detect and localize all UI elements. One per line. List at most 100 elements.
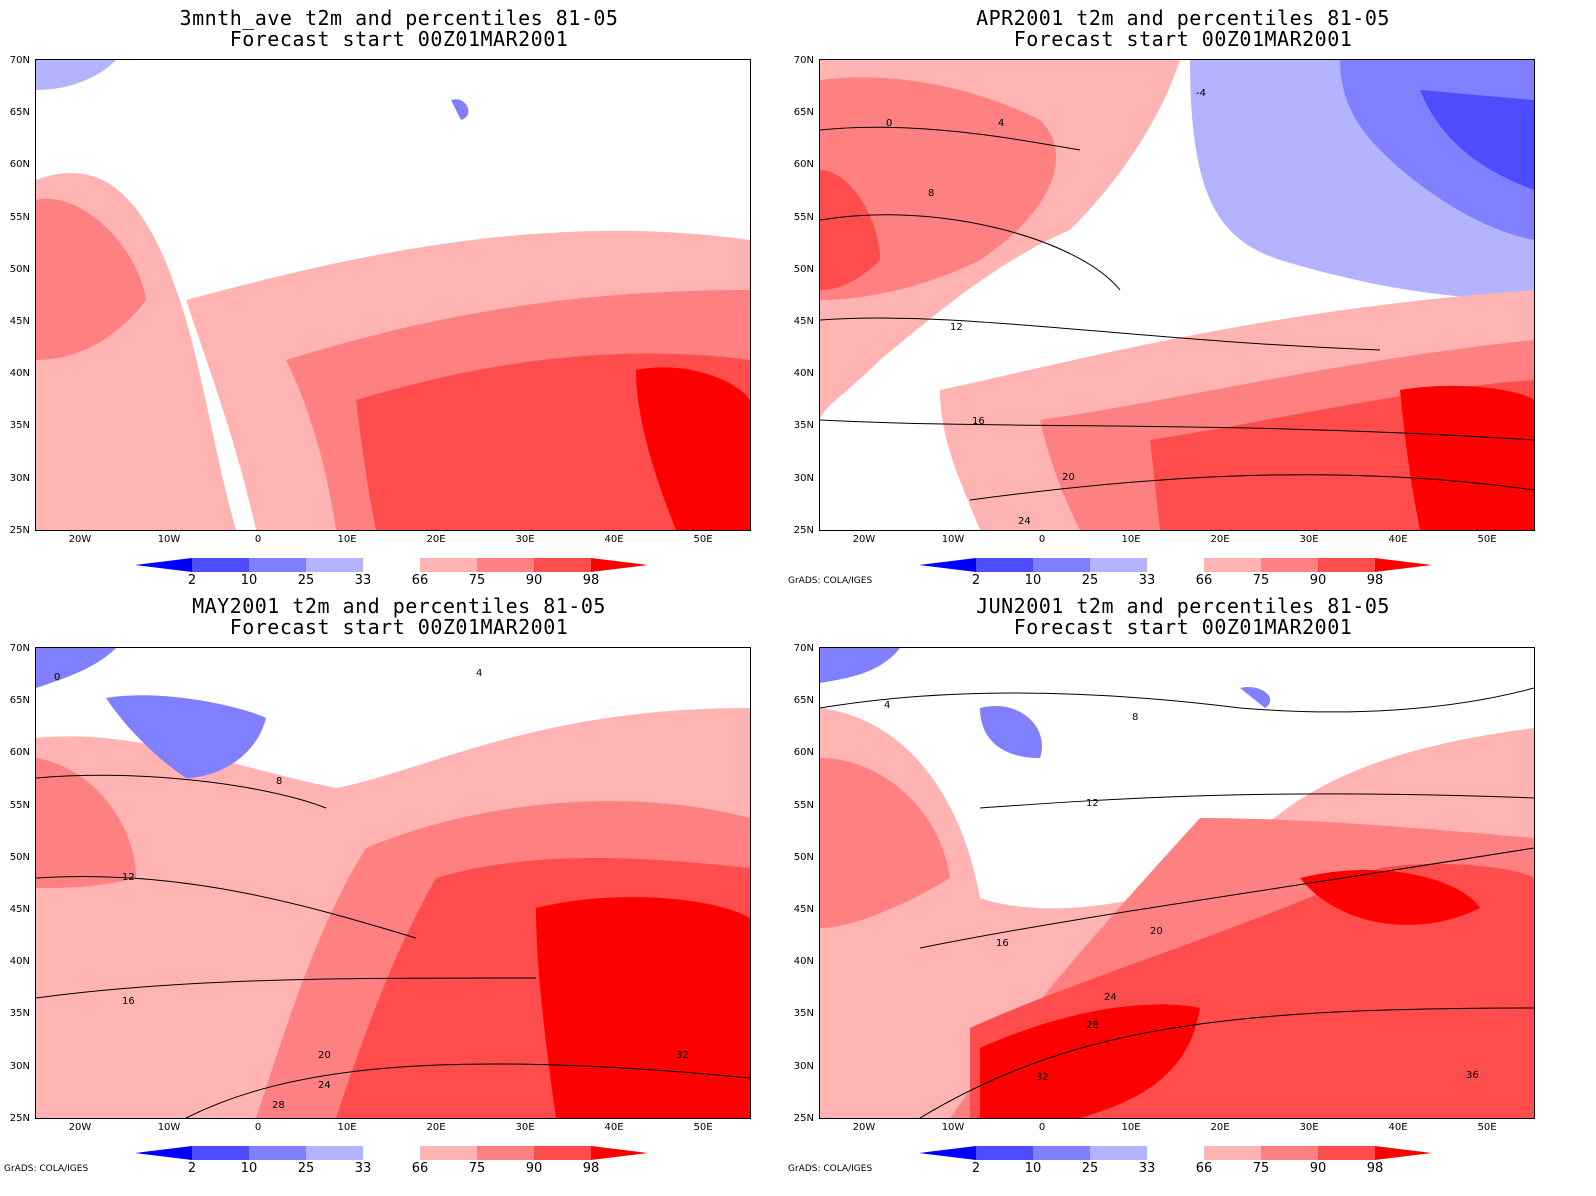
map-area[interactable]: 0 4 8 12 16 20 24 28 32: [35, 647, 751, 1119]
colorbar-segment: [1318, 558, 1375, 572]
x-tick-label: 20E: [426, 1122, 446, 1133]
y-tick-label: 50N: [793, 263, 814, 275]
svg-text:32: 32: [1036, 1072, 1049, 1083]
y-tick-label: 25N: [793, 524, 814, 536]
colorbar-label: 90: [1309, 1161, 1327, 1176]
colorbar-label: 90: [525, 1161, 543, 1176]
colorbar-segment: [249, 558, 306, 572]
svg-text:8: 8: [276, 776, 282, 787]
x-tick-label: 40E: [604, 534, 624, 545]
panel-apr2001: APR2001 t2m and percentiles 81-05 Foreca…: [784, 0, 1582, 598]
svg-text:0: 0: [54, 672, 60, 683]
svg-text:8: 8: [928, 188, 934, 199]
colorbar-segment: [1147, 1146, 1204, 1160]
colorbar-segment: [192, 1146, 249, 1160]
colorbar-label: 25: [297, 573, 315, 588]
colorbar-segment: [1090, 1146, 1147, 1160]
svg-text:24: 24: [318, 1080, 331, 1091]
colorbar-label: 98: [1366, 1161, 1384, 1176]
x-tick-label: 20W: [852, 1122, 876, 1133]
colorbar-segment: [1375, 1146, 1432, 1160]
x-tick-label: 40E: [1388, 1122, 1408, 1133]
map-svg: 0 -4 4 8 12 16 20 24: [820, 60, 1534, 530]
y-tick-label: 50N: [9, 851, 30, 863]
colorbar-segment: [534, 558, 591, 572]
svg-text:12: 12: [1086, 798, 1099, 809]
colorbar: [135, 558, 648, 572]
svg-text:4: 4: [884, 700, 890, 711]
colorbar-segment: [591, 558, 648, 572]
colorbar-label: 66: [1195, 1161, 1213, 1176]
colorbar: [919, 1146, 1432, 1160]
y-tick-label: 40N: [9, 368, 30, 380]
panel-subtitle: Forecast start 00Z01MAR2001: [1013, 615, 1353, 639]
colorbar-segment: [1033, 1146, 1090, 1160]
panel-title: 3mnth_ave t2m and percentiles 81-05: [179, 6, 619, 30]
y-tick-label: 35N: [793, 1008, 814, 1020]
x-tick-label: 20E: [1210, 534, 1230, 545]
y-tick-label: 25N: [9, 524, 30, 536]
svg-text:24: 24: [1104, 992, 1117, 1003]
x-tick-label: 0: [254, 534, 262, 545]
colorbar-segment: [192, 558, 249, 572]
y-tick-label: 40N: [793, 368, 814, 380]
colorbar-label: 98: [582, 1161, 600, 1176]
map-svg: 4 8 12 16 20 24 28 32 36: [820, 648, 1534, 1118]
colorbar-segment: [1261, 1146, 1318, 1160]
y-tick-label: 35N: [9, 420, 30, 432]
colorbar-label: 33: [1138, 573, 1156, 588]
x-tick-label: 0: [254, 1122, 262, 1133]
y-tick-label: 25N: [793, 1112, 814, 1124]
colorbar-segment: [249, 1146, 306, 1160]
colorbar-segment: [1147, 558, 1204, 572]
map-area[interactable]: 0 -4 4 8 12 16 20 24: [819, 59, 1535, 531]
colorbar-label: 90: [525, 573, 543, 588]
map-area[interactable]: [35, 59, 751, 531]
colorbar-segment: [135, 1146, 192, 1160]
colorbar-segment: [420, 1146, 477, 1160]
panel-subtitle: Forecast start 00Z01MAR2001: [229, 27, 569, 51]
colorbar-label: 90: [1309, 573, 1327, 588]
svg-text:24: 24: [1018, 516, 1031, 527]
colorbar-segment: [306, 558, 363, 572]
y-tick-label: 60N: [793, 159, 814, 171]
x-tick-label: 0: [1038, 534, 1046, 545]
colorbar-label: 2: [971, 1161, 981, 1176]
colorbar-label: 25: [1081, 1161, 1099, 1176]
colorbar-label: 2: [187, 573, 197, 588]
y-tick-label: 55N: [793, 799, 814, 811]
x-tick-label: 40E: [604, 1122, 624, 1133]
colorbar-label: 25: [297, 1161, 315, 1176]
y-tick-label: 70N: [9, 643, 30, 654]
colorbar-segment: [1204, 1146, 1261, 1160]
colorbar-segment: [306, 1146, 363, 1160]
y-tick-label: 65N: [9, 107, 30, 119]
svg-text:28: 28: [272, 1100, 285, 1111]
x-tick-label: 30E: [515, 1122, 535, 1133]
x-tick-label: 50E: [693, 1122, 713, 1133]
colorbar-label: 98: [582, 573, 600, 588]
panel-subtitle: Forecast start 00Z01MAR2001: [229, 615, 569, 639]
colorbar-label: 75: [1252, 573, 1270, 588]
grads-credit: GrADS: COLA/IGES: [788, 1164, 873, 1174]
svg-text:12: 12: [950, 322, 963, 333]
y-tick-label: 35N: [9, 1008, 30, 1020]
y-tick-label: 55N: [793, 211, 814, 223]
map-area[interactable]: 4 8 12 16 20 24 28 32 36: [819, 647, 1535, 1119]
y-tick-label: 30N: [793, 1060, 814, 1072]
colorbar-label: 98: [1366, 573, 1384, 588]
colorbar-segment: [363, 558, 420, 572]
panel-title: APR2001 t2m and percentiles 81-05: [976, 6, 1390, 30]
svg-text:20: 20: [1150, 926, 1163, 937]
grads-credit: GrADS: COLA/IGES: [788, 576, 873, 586]
panel-title: MAY2001 t2m and percentiles 81-05: [192, 594, 606, 618]
colorbar-segment: [477, 1146, 534, 1160]
colorbar-label: 75: [1252, 1161, 1270, 1176]
x-tick-label: 10E: [337, 534, 357, 545]
y-tick-label: 70N: [793, 55, 814, 66]
colorbar-label: 33: [1138, 1161, 1156, 1176]
svg-text:12: 12: [122, 872, 135, 883]
y-tick-label: 45N: [793, 904, 814, 915]
colorbar-segment: [976, 558, 1033, 572]
grads-credit: GrADS: COLA/IGES: [4, 1164, 89, 1174]
